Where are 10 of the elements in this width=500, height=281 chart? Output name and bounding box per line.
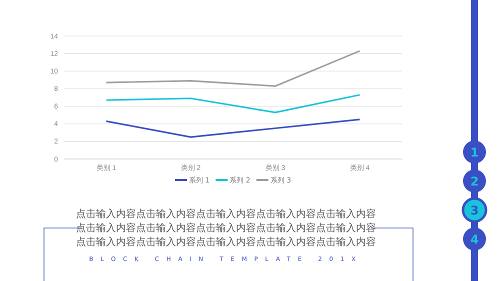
text: 4 <box>470 232 479 246</box>
text: 1 <box>470 146 479 160</box>
text: 2 <box>470 174 479 188</box>
line-series <box>105 118 361 138</box>
text: 3 <box>470 204 479 218</box>
line-series <box>105 94 361 114</box>
text: 点击输入内容点击输入内容点击输入内容点击输入内容点击输入内容 <box>76 236 376 248</box>
text: 点击输入内容点击输入内容点击输入内容点击输入内容点击输入内容 <box>76 208 376 220</box>
text: 点击输入内容点击输入内容点击输入内容点击输入内容点击输入内容 <box>76 222 376 234</box>
line-series <box>105 50 361 87</box>
